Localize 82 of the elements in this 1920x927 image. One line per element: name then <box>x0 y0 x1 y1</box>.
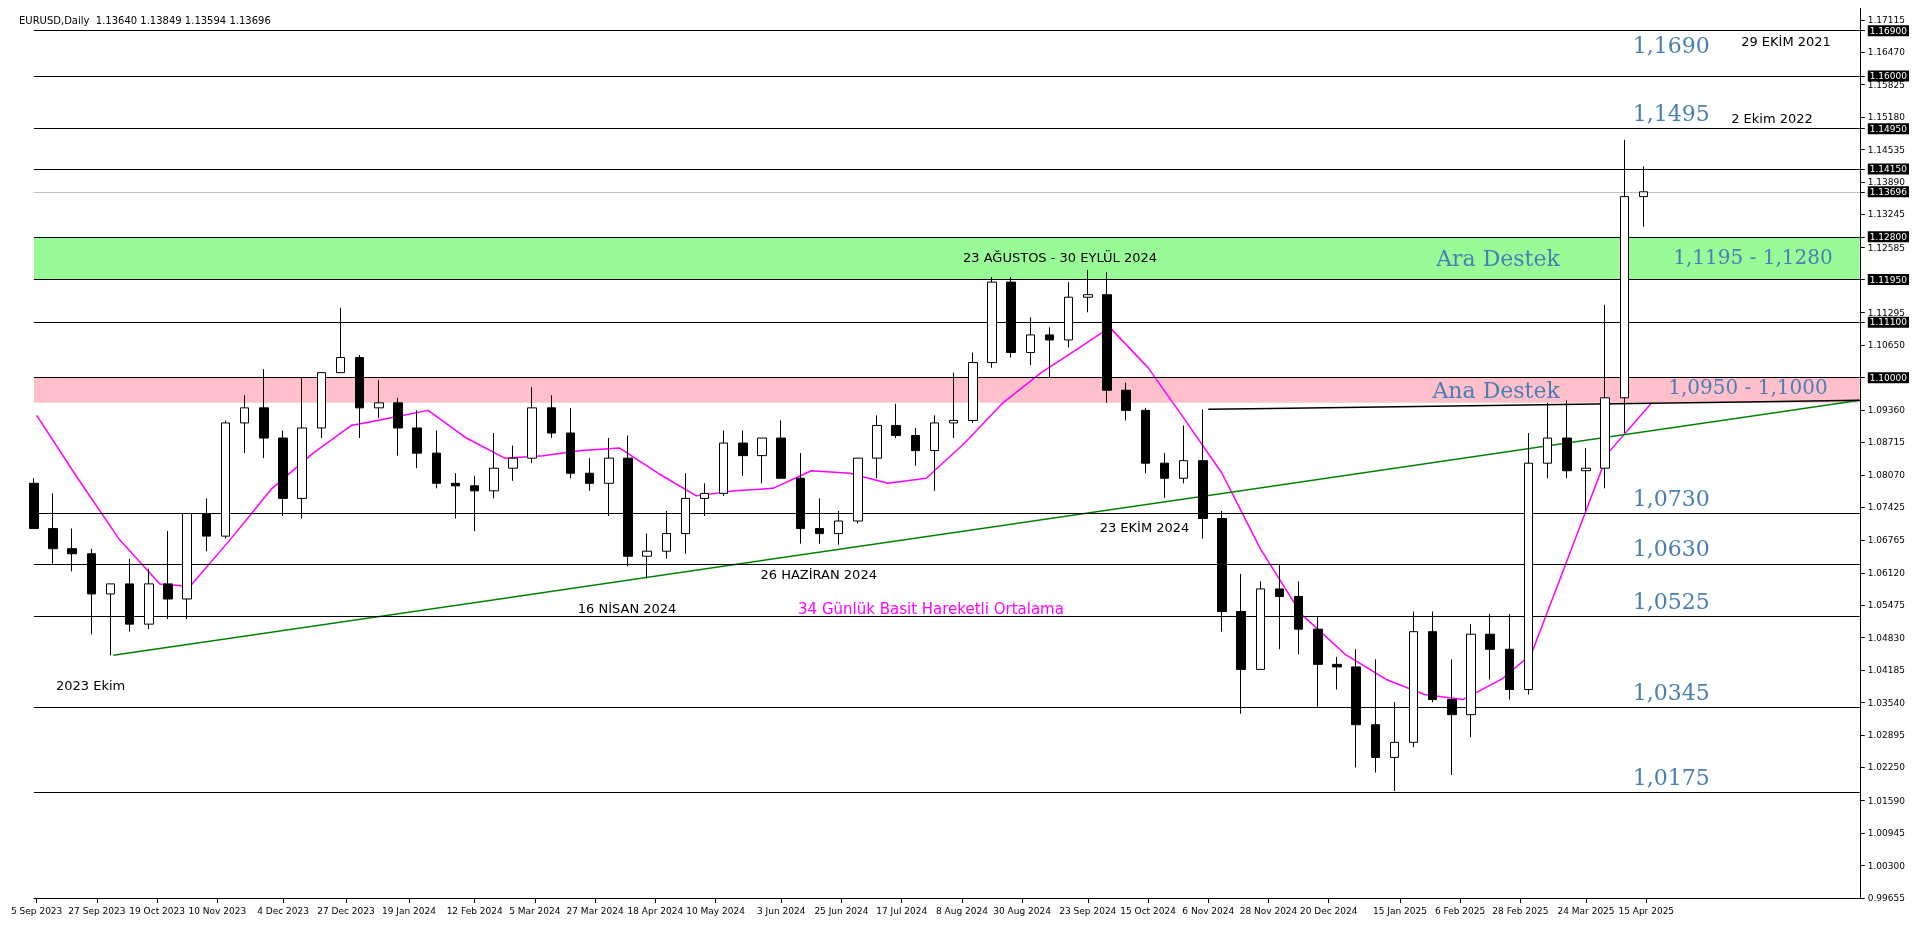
ref-line-label: 1,0175 <box>1632 765 1710 791</box>
y-tick-label: 1.04830 <box>1867 632 1906 643</box>
x-tick-label: 19 Oct 2023 <box>129 905 185 916</box>
y-tick-label: 1.16900 <box>1869 25 1908 36</box>
annotation: 23 EKİM 2024 <box>1099 520 1190 536</box>
x-tick-label: 6 Nov 2024 <box>1182 905 1235 916</box>
x-tick-label: 25 Jun 2024 <box>814 905 869 916</box>
y-tick-label: 1.08715 <box>1867 437 1905 448</box>
x-tick-label: 3 Jun 2024 <box>757 905 806 916</box>
annotation: 23 AĞUSTOS - 30 EYLÜL 2024 <box>963 248 1157 265</box>
y-tick-label: 1.10650 <box>1867 339 1906 350</box>
y-tick-label: 1.12800 <box>1869 231 1908 242</box>
text: EURUSD,Daily 1.13640 1.13849 1.13594 1.13696 <box>19 14 271 26</box>
annotation: 16 NİSAN 2024 <box>577 600 677 616</box>
annotation: 26 HAZİRAN 2024 <box>760 567 877 583</box>
y-tick-label: 1.08070 <box>1867 469 1906 480</box>
ref-line-label: 1,0730 <box>1632 485 1710 511</box>
y-tick-label: 1.15825 <box>1867 79 1905 90</box>
y-tick-label: 1.16470 <box>1867 47 1906 58</box>
band-label: Ana Destek <box>1431 377 1561 403</box>
ref-line-label: 1,0630 <box>1632 536 1710 562</box>
x-tick-label: 30 Aug 2024 <box>993 905 1052 916</box>
x-tick-label: 18 Apr 2024 <box>627 905 684 916</box>
x-tick-label: 19 Jan 2024 <box>381 905 437 916</box>
y-tick-label: 1.00300 <box>1867 860 1906 871</box>
y-tick-label: 1.04185 <box>1867 665 1905 676</box>
x-tick-label: 10 Nov 2023 <box>188 905 247 916</box>
ref-line-label: 1,0345 <box>1632 679 1710 705</box>
annotation: 34 Günlük Basit Hareketli Ortalama <box>798 600 1064 618</box>
x-tick-label: 6 Feb 2025 <box>1434 905 1486 916</box>
y-tick-label: 1.16000 <box>1869 70 1908 81</box>
y-tick-label: 1.13696 <box>1869 186 1908 197</box>
ref-line-label: 1,1690 <box>1632 33 1710 59</box>
y-tick-label: 1.11100 <box>1869 317 1908 328</box>
ref-line-label: 1,1495 <box>1632 101 1710 127</box>
y-tick-label: 1.09360 <box>1867 404 1906 415</box>
y-tick-label: 1.02250 <box>1867 762 1906 773</box>
x-tick-label: 24 Mar 2025 <box>1557 905 1615 916</box>
x-tick-label: 12 Feb 2024 <box>446 905 503 916</box>
annotation: 2 Ekim 2022 <box>1731 110 1813 126</box>
ref-line-label: 1,0525 <box>1632 589 1710 615</box>
y-tick-label: 1.13890 <box>1867 177 1906 188</box>
x-tick-label: 28 Nov 2024 <box>1239 905 1298 916</box>
y-tick-label: 1.17115 <box>1867 14 1905 25</box>
x-tick-label: 28 Feb 2025 <box>1492 905 1549 916</box>
x-tick-label: 23 Sep 2024 <box>1059 905 1117 916</box>
annotation: 29 EKİM 2021 <box>1741 33 1831 49</box>
y-tick-label: 1.12585 <box>1867 242 1905 253</box>
y-tick-label: 1.05475 <box>1867 600 1905 611</box>
y-tick-label: 1.13245 <box>1867 209 1905 220</box>
y-tick-label: 1.07425 <box>1867 502 1905 513</box>
y-tick-label: 1.10000 <box>1869 372 1908 383</box>
y-tick-label: 1.03540 <box>1867 697 1906 708</box>
y-tick-label: 1.14950 <box>1869 123 1908 134</box>
annotation: 1,0950 - 1,1000 <box>1668 375 1828 399</box>
x-tick-label: 8 Aug 2024 <box>935 905 989 916</box>
x-tick-label: 15 Oct 2024 <box>1120 905 1177 916</box>
annotation: 1,1195 - 1,1280 <box>1673 245 1833 269</box>
x-tick-label: 10 May 2024 <box>686 905 746 916</box>
x-tick-label: 4 Dec 2023 <box>257 905 309 916</box>
x-tick-label: 20 Dec 2024 <box>1299 905 1358 916</box>
band-label: Ara Destek <box>1435 245 1561 271</box>
y-tick-label: 1.06120 <box>1867 567 1906 578</box>
x-tick-label: 17 Jul 2024 <box>876 905 928 916</box>
y-tick-label: 0.99655 <box>1867 893 1905 903</box>
x-tick-label: 5 Sep 2023 <box>10 905 63 916</box>
x-tick-label: 5 Mar 2024 <box>509 905 561 916</box>
x-tick-label: 27 Mar 2024 <box>566 905 624 916</box>
x-tick-label: 15 Jan 2025 <box>1372 905 1427 916</box>
y-tick-label: 1.01590 <box>1867 795 1906 806</box>
y-tick-label: 1.14535 <box>1867 144 1905 155</box>
y-tick-label: 1.11950 <box>1869 274 1908 285</box>
x-tick-label: 27 Sep 2023 <box>68 905 126 916</box>
x-tick-label: 15 Apr 2025 <box>1618 905 1675 916</box>
y-tick-label: 1.15180 <box>1867 112 1906 123</box>
y-tick-label: 1.11295 <box>1867 307 1905 318</box>
y-tick-label: 1.00945 <box>1867 828 1905 839</box>
y-tick-label: 1.02895 <box>1867 730 1905 741</box>
annotation: 2023 Ekim <box>55 677 126 693</box>
x-tick-label: 27 Dec 2023 <box>317 905 375 916</box>
y-tick-label: 1.14150 <box>1869 163 1908 174</box>
y-tick-label: 1.06765 <box>1867 535 1905 546</box>
